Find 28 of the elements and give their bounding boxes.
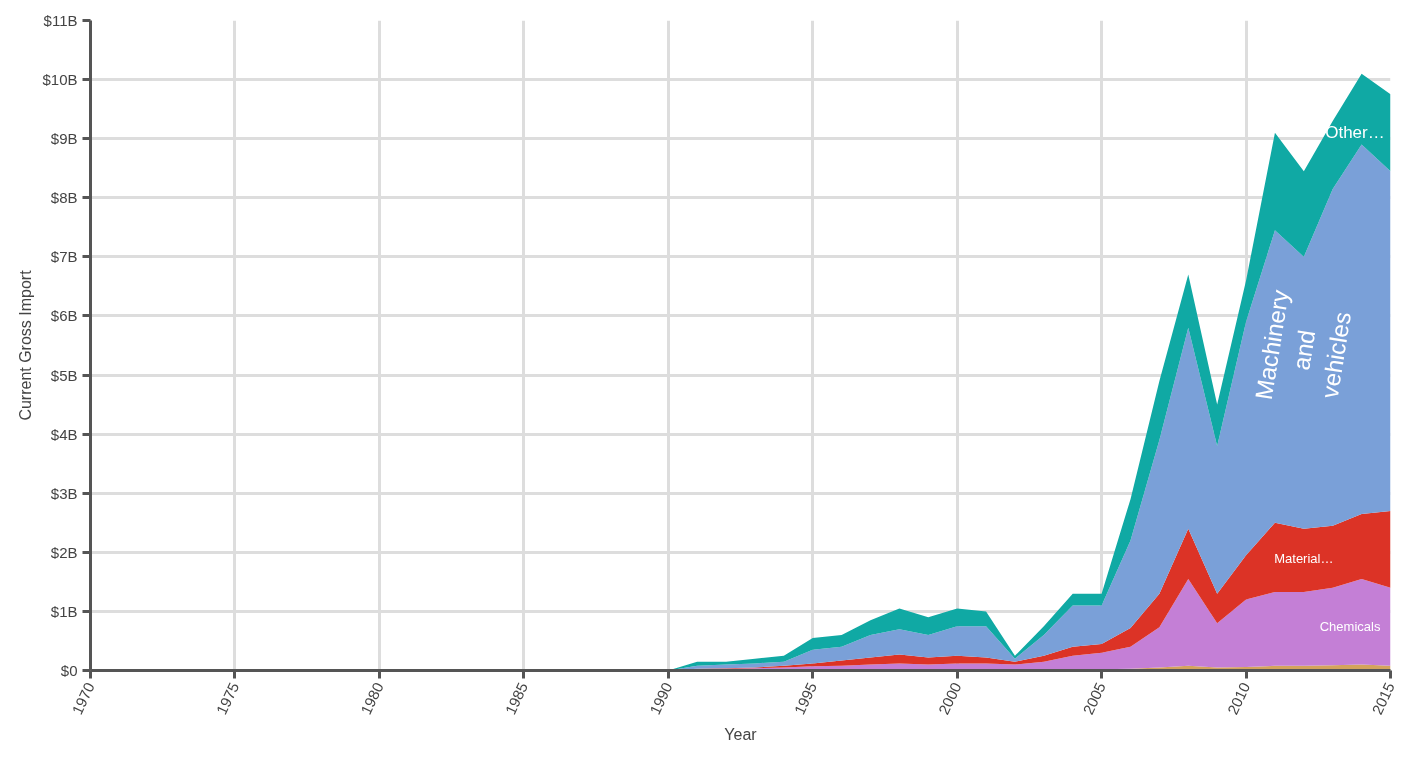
y-tick-label: $11B: [43, 12, 78, 29]
series-label: Other…: [1325, 123, 1385, 143]
y-tick-label: $6B: [50, 307, 78, 325]
x-tick-label: 1980: [357, 679, 387, 718]
x-tick-label: 1985: [501, 679, 532, 718]
y-tick-label: $5B: [50, 366, 78, 384]
x-tick-label: 1990: [646, 679, 676, 718]
y-tick-label: $7B: [50, 248, 78, 266]
x-tick-label: 2000: [934, 679, 965, 718]
y-tick-label: $8B: [50, 189, 78, 207]
y-tick-label: $10B: [42, 71, 78, 89]
x-tick-label: 1970: [68, 679, 98, 718]
y-tick-label: $2B: [50, 543, 78, 561]
y-tick-label: $9B: [50, 130, 78, 148]
y-tick-label: $4B: [50, 425, 78, 443]
y-axis-title: Current Gross Import: [17, 269, 35, 421]
y-tick-label: $3B: [50, 484, 78, 502]
x-tick-label: 1995: [790, 679, 820, 718]
x-tick-label: 1975: [212, 679, 243, 718]
series-label: Chemicals: [1319, 618, 1381, 634]
x-tick-label: 2010: [1223, 679, 1254, 718]
series-label: Material…: [1274, 550, 1334, 566]
x-tick-label: 2015: [1368, 679, 1398, 718]
y-tick-label: $1B: [50, 602, 78, 620]
series-label: Machinery and vehicles: [1249, 288, 1356, 402]
x-tick-label: 2005: [1079, 679, 1109, 718]
y-tick-label: $0: [60, 662, 78, 679]
x-axis-title: Year: [724, 725, 758, 743]
